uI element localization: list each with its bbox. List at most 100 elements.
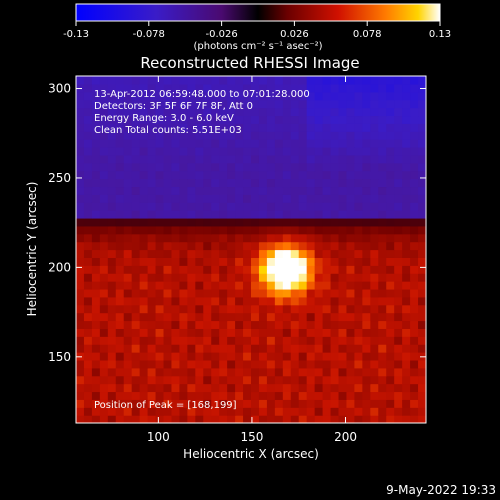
heatmap-cell <box>187 312 196 322</box>
heatmap-cell <box>195 288 204 298</box>
heatmap-cell <box>227 257 236 266</box>
heatmap-cell <box>251 281 260 290</box>
heatmap-cell <box>282 210 292 219</box>
heatmap-cell <box>282 170 292 180</box>
heatmap-cell <box>227 391 236 400</box>
heatmap-cell <box>322 375 332 385</box>
heatmap-cell <box>322 399 332 408</box>
heatmap-cell <box>203 296 212 306</box>
heatmap-cell <box>354 210 363 219</box>
heatmap-cell <box>187 359 196 369</box>
heatmap-cell <box>131 304 141 314</box>
heatmap-cell <box>243 320 252 329</box>
heatmap-cell <box>346 170 355 180</box>
heatmap-cell <box>410 399 419 408</box>
heatmap-cell <box>227 170 236 180</box>
heatmap-cell <box>362 399 371 408</box>
heatmap-cell <box>386 367 395 377</box>
heatmap-cell <box>179 210 188 219</box>
heatmap-cell <box>227 304 236 314</box>
heatmap-cell <box>99 233 109 243</box>
heatmap-cell <box>258 146 268 156</box>
heatmap-cell <box>115 146 125 156</box>
heatmap-cell <box>314 154 324 164</box>
heatmap-cell <box>251 265 260 274</box>
heatmap-cell <box>266 162 276 172</box>
heatmap-cell <box>354 83 363 93</box>
heatmap-cell <box>418 304 426 314</box>
heatmap-cell <box>219 146 228 156</box>
heatmap-cell <box>290 359 300 369</box>
heatmap-cell <box>211 407 220 416</box>
heatmap-cell <box>266 225 276 235</box>
heatmap-cell <box>330 320 340 329</box>
heatmap-cell <box>131 296 141 306</box>
heatmap-cell <box>131 178 141 188</box>
heatmap-cell <box>378 367 387 377</box>
heatmap-cell <box>107 320 117 329</box>
heatmap-cell <box>131 367 141 377</box>
heatmap-cell <box>354 296 363 306</box>
heatmap-cell <box>235 217 244 227</box>
heatmap-cell <box>203 281 212 290</box>
heatmap-cell <box>394 257 403 266</box>
heatmap-cell <box>211 265 220 274</box>
heatmap-cell <box>274 131 284 140</box>
heatmap-cell <box>306 281 316 290</box>
heatmap-cell <box>266 249 276 258</box>
heatmap-cell <box>386 123 395 132</box>
heatmap-cell <box>338 257 348 266</box>
heatmap-cell <box>290 375 300 385</box>
heatmap-cell <box>83 296 93 306</box>
heatmap-cell <box>282 407 292 416</box>
heatmap-cell <box>314 83 324 93</box>
heatmap-cell <box>274 217 284 227</box>
heatmap-cell <box>386 91 395 101</box>
heatmap-cell <box>346 320 355 329</box>
heatmap-cell <box>378 99 387 109</box>
heatmap-cell <box>155 320 165 329</box>
heatmap-cell <box>83 233 93 243</box>
heatmap-cell <box>314 194 324 203</box>
heatmap-cell <box>147 210 157 219</box>
heatmap-cell <box>346 202 355 211</box>
heatmap-cell <box>147 241 157 251</box>
heatmap-cell <box>394 249 403 258</box>
heatmap-cell <box>314 399 324 408</box>
heatmap-cell <box>298 107 308 117</box>
heatmap-cell <box>418 131 426 140</box>
heatmap-cell <box>163 210 173 219</box>
heatmap-cell <box>171 344 180 353</box>
heatmap-cell <box>394 273 403 282</box>
heatmap-cell <box>251 170 260 180</box>
heatmap-cell <box>251 91 260 101</box>
heatmap-cell <box>290 257 300 266</box>
heatmap-cell <box>330 265 340 274</box>
heatmap-cell <box>83 202 93 211</box>
heatmap-cell <box>314 383 324 393</box>
heatmap-cell <box>251 178 260 188</box>
heatmap-cell <box>330 296 340 306</box>
heatmap-cell <box>99 210 109 219</box>
heatmap-cell <box>99 249 109 258</box>
heatmap-cell <box>394 131 403 140</box>
heatmap-cell <box>179 241 188 251</box>
heatmap-cell <box>274 312 284 322</box>
heatmap-cell <box>274 304 284 314</box>
heatmap-cell <box>386 328 395 337</box>
heatmap-cell <box>76 265 85 274</box>
heatmap-cell <box>306 241 316 251</box>
heatmap-cell <box>115 359 125 369</box>
heatmap-cell <box>163 99 173 109</box>
heatmap-cell <box>418 146 426 156</box>
heatmap-cell <box>290 76 300 85</box>
heatmap-cell <box>163 249 173 258</box>
heatmap-cell <box>402 131 411 140</box>
heatmap-cell <box>163 178 173 188</box>
heatmap-cell <box>187 131 196 140</box>
heatmap-cell <box>330 233 340 243</box>
heatmap-cell <box>147 76 157 85</box>
heatmap-cell <box>99 328 109 337</box>
heatmap-cell <box>378 320 387 329</box>
